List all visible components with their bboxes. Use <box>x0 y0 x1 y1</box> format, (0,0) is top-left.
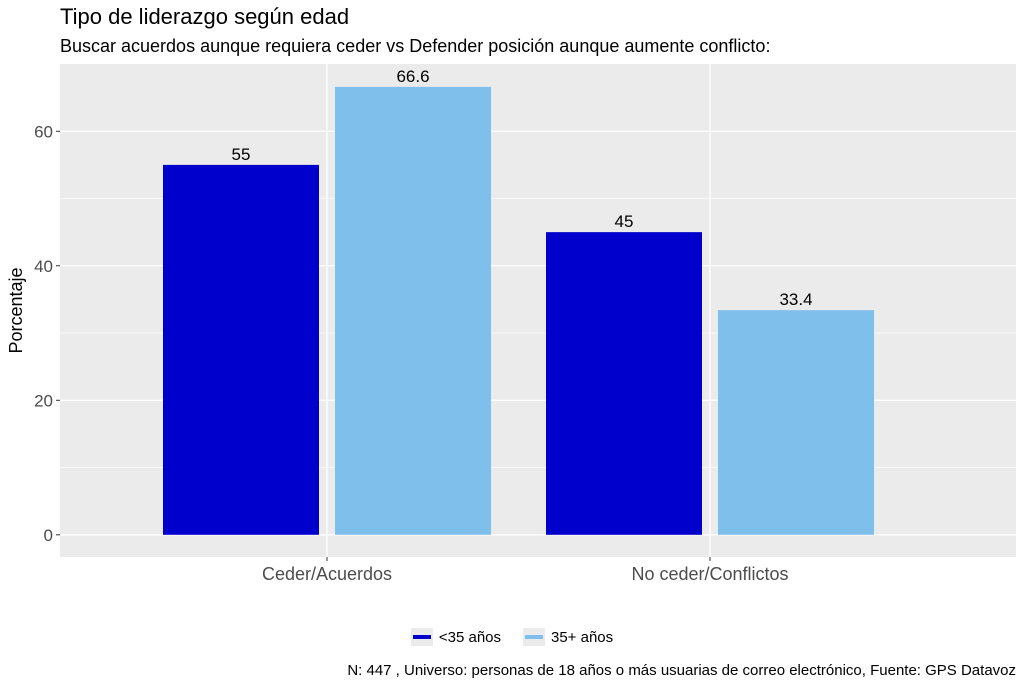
legend-key-under-35 <box>410 628 433 646</box>
legend-label-under-35: <35 años <box>438 628 501 646</box>
chart-subtitle: Buscar acuerdos aunque requiera ceder vs… <box>60 36 771 56</box>
y-axis-title: Porcentaje <box>6 267 26 353</box>
legend-key-35-plus <box>523 628 545 646</box>
x-tick-label: Ceder/Acuerdos <box>262 564 392 584</box>
data-label: 45 <box>615 212 634 231</box>
y-tick-label: 40 <box>34 257 53 276</box>
legend-item-35-plus: 35+ años <box>523 628 613 646</box>
x-tick-label: No ceder/Conflictos <box>631 564 788 584</box>
bar <box>546 232 702 535</box>
data-label: 66.6 <box>396 67 429 86</box>
data-label: 55 <box>232 145 251 164</box>
chart-title: Tipo de liderazgo según edad <box>60 4 350 29</box>
y-tick-label: 20 <box>34 391 53 410</box>
bar-chart: 0 20 40 60 55 66.6 Ceder/Acuerdos 45 33.4 No cede… <box>6 64 1016 584</box>
bar <box>163 164 319 535</box>
legend-item-under-35: <35 años <box>410 628 501 646</box>
legend-label-35-plus: 35+ años <box>551 628 614 646</box>
bar <box>718 310 874 535</box>
data-label: 33.4 <box>779 290 812 309</box>
chart-caption: N: 447 , Universo: personas de 18 años o… <box>347 662 1016 679</box>
legend: <35 años 35+ años <box>0 628 1024 646</box>
y-tick-label: 0 <box>44 526 53 545</box>
bar <box>335 86 491 535</box>
y-tick-label: 60 <box>34 122 53 141</box>
